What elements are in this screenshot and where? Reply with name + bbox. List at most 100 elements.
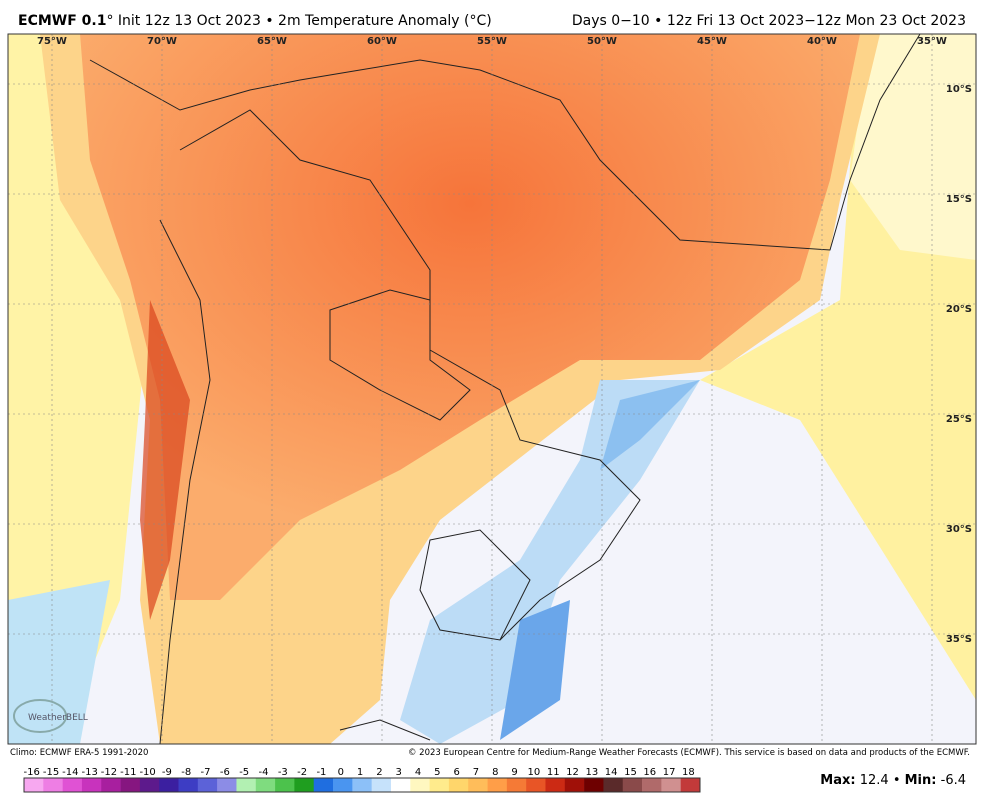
colorbar-label: 15 — [624, 767, 637, 778]
colorbar-swatch — [24, 778, 44, 792]
colorbar-label: -7 — [201, 767, 211, 778]
colorbar-swatch — [661, 778, 681, 792]
max-label: Max: — [820, 773, 855, 788]
andes-warm — [140, 300, 190, 620]
atlantic-anomaly-light — [850, 34, 976, 260]
colorbar-label: -3 — [278, 767, 288, 778]
colorbar-label: 4 — [415, 767, 421, 778]
logo: WeatherBELL — [28, 713, 88, 723]
lon-label: 50°W — [587, 36, 617, 47]
lon-label: 45°W — [697, 36, 727, 47]
colorbar-swatch — [333, 778, 353, 792]
lon-label: 60°W — [367, 36, 397, 47]
map — [8, 34, 976, 744]
lat-label: 30°S — [946, 524, 972, 535]
colorbar-swatch — [255, 778, 276, 792]
colorbar-label: -15 — [43, 767, 59, 778]
colorbar-label: 14 — [605, 767, 618, 778]
colorbar-label: -8 — [181, 767, 191, 778]
colorbar-label: -9 — [162, 767, 172, 778]
colorbar-swatch — [603, 778, 624, 792]
colorbar-swatch — [139, 778, 160, 792]
colorbar-label: 7 — [473, 767, 479, 778]
colorbar-swatch — [390, 778, 411, 792]
colorbar-swatch — [178, 778, 199, 792]
lon-label: 35°W — [917, 36, 947, 47]
colorbar-label: -4 — [259, 767, 269, 778]
colorbar-label: 16 — [643, 767, 656, 778]
colorbar-swatch — [120, 778, 141, 792]
borders — [89, 34, 921, 744]
lat-label: 15°S — [946, 194, 972, 205]
colorbar-label: -6 — [220, 767, 230, 778]
colorbar-swatch — [197, 778, 218, 792]
colorbar-label: -12 — [101, 767, 117, 778]
title-rest: ° Init 12z 13 Oct 2023 • 2m Temperature … — [106, 13, 491, 29]
colorbar-label: -14 — [62, 767, 78, 778]
climo-credit: Climo: ECMWF ERA-5 1991-2020 — [10, 748, 148, 758]
colorbar-swatch — [545, 778, 566, 792]
separator: • — [893, 773, 901, 788]
colorbar-swatch — [275, 778, 295, 792]
graticule — [8, 34, 976, 744]
colorbar-swatch — [564, 778, 585, 792]
colorbar-label: 2 — [376, 767, 382, 778]
logo-mark — [13, 699, 67, 733]
colorbar-swatch — [487, 778, 508, 792]
colorbar-swatch — [159, 778, 179, 792]
colorbar-label: -1 — [316, 767, 326, 778]
colorbar-swatch — [642, 778, 662, 792]
lon-label: 70°W — [147, 36, 177, 47]
colorbar-frame — [23, 777, 701, 793]
colorbar-swatch — [468, 778, 488, 792]
colorbar-label: -2 — [297, 767, 307, 778]
colorbar-swatch — [448, 778, 469, 792]
colorbar-label: 17 — [663, 767, 676, 778]
colorbar-label: -13 — [81, 767, 97, 778]
lon-label: 55°W — [477, 36, 507, 47]
colorbar-label: 3 — [396, 767, 402, 778]
colorbar-label: -11 — [120, 767, 136, 778]
colorbar-swatch — [526, 778, 546, 792]
max-value: 12.4 — [860, 773, 889, 788]
colorbar-label: 0 — [338, 767, 344, 778]
lat-label: 20°S — [946, 304, 972, 315]
colorbar-label: -16 — [24, 767, 40, 778]
colorbar-swatch — [43, 778, 63, 792]
colorbar-swatch — [584, 778, 604, 792]
coast-cool — [600, 380, 700, 470]
colorbar-label: -5 — [239, 767, 249, 778]
colorbar-swatch — [371, 778, 392, 792]
colorbar-swatch — [101, 778, 121, 792]
colorbar-label: 8 — [492, 767, 498, 778]
colorbar-swatch — [352, 778, 372, 792]
colorbar-label: 18 — [682, 767, 695, 778]
colorbar-label: 13 — [585, 767, 598, 778]
colorbar-label: 6 — [453, 767, 459, 778]
title-bold: ECMWF 0.1 — [18, 13, 106, 29]
map-frame — [7, 33, 977, 745]
lon-label: 40°W — [807, 36, 837, 47]
colorbar-label: 12 — [566, 767, 579, 778]
pacific-cool — [8, 580, 110, 744]
colorbar-swatch — [62, 778, 83, 792]
colorbar: -16 -15 -14 -13 -12 -11 -10 -9 -8 -7 -6 -5 -4 -3 -2 -1 0… — [23, 767, 701, 793]
valid-time: Days 0−10 • 12z Fri 13 Oct 2023−12z Mon … — [572, 13, 966, 29]
cool-patch — [400, 380, 700, 744]
stats: Max: 12.4 • Min: -6.4 — [820, 773, 966, 788]
copyright: © 2023 European Centre for Medium-Range … — [408, 748, 970, 758]
colorbar-swatch — [294, 778, 315, 792]
colorbar-swatch — [622, 778, 643, 792]
title: ECMWF 0.1° Init 12z 13 Oct 2023 • 2m Tem… — [18, 13, 492, 29]
colorbar-swatch — [506, 778, 527, 792]
colorbar-swatch — [680, 778, 701, 792]
lat-label: 10°S — [946, 84, 972, 95]
colorbar-swatch — [313, 778, 334, 792]
colorbar-swatch — [217, 778, 237, 792]
colorbar-label: 1 — [357, 767, 363, 778]
colorbar-label: -10 — [139, 767, 155, 778]
cool-core — [500, 600, 570, 740]
colorbar-swatch — [236, 778, 257, 792]
colorbar-label: 11 — [547, 767, 560, 778]
